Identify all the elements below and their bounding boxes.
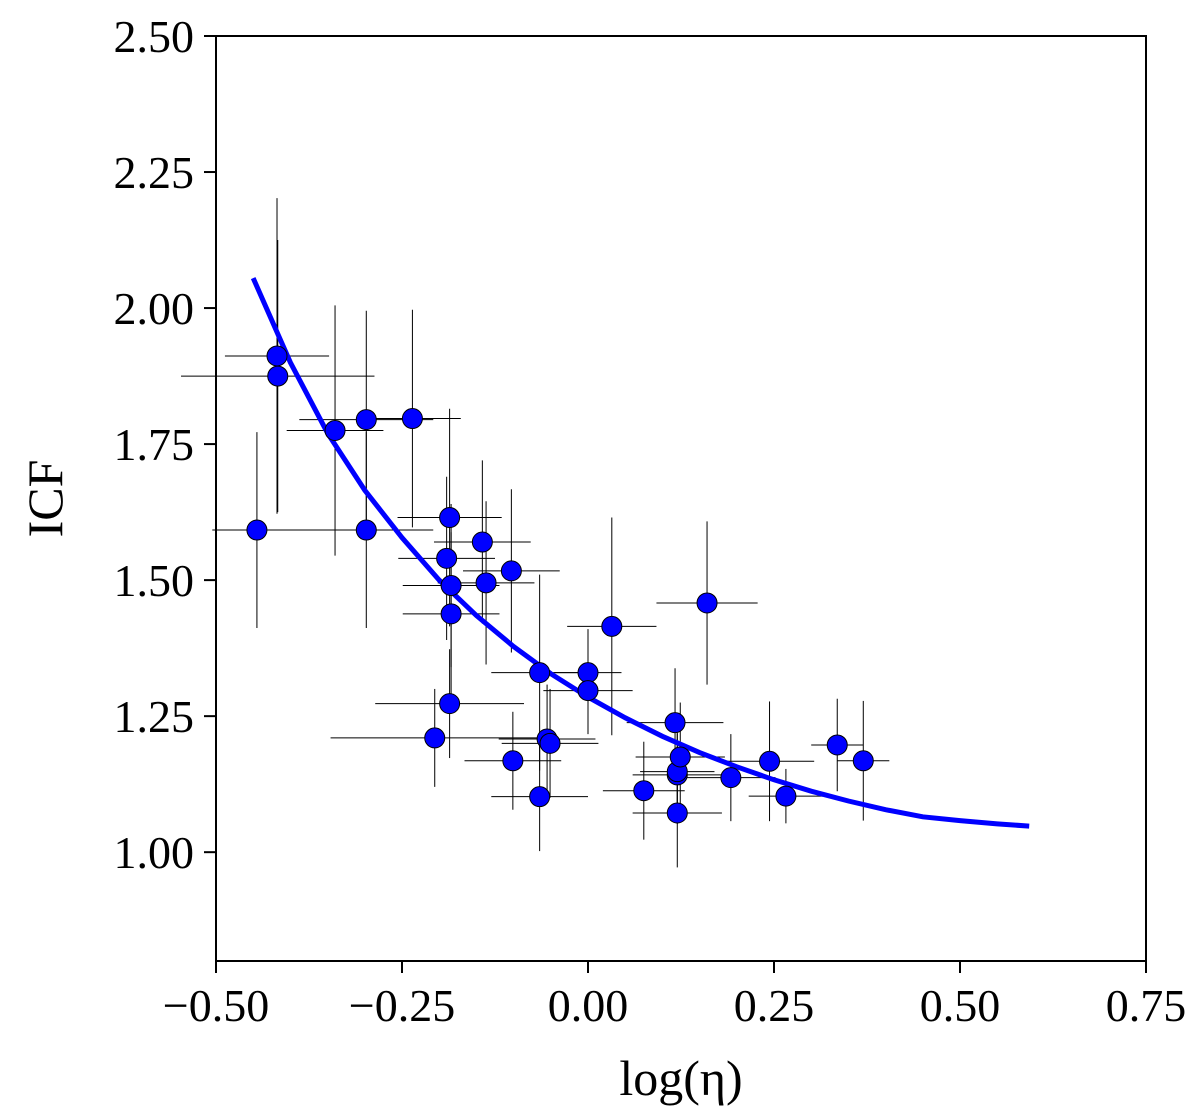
y-axis-label: ICF	[17, 460, 73, 538]
y-tick-label: 2.50	[114, 11, 195, 62]
data-point	[424, 727, 446, 749]
data-point	[529, 786, 551, 808]
y-tick-label: 2.25	[114, 147, 195, 198]
plot-frame	[215, 35, 1147, 962]
x-tick-label: −0.50	[163, 980, 269, 1031]
data-point	[759, 750, 781, 772]
data-point	[267, 365, 289, 387]
x-tick-label: 0.00	[548, 980, 629, 1031]
x-tick-label: −0.25	[349, 980, 455, 1031]
data-point	[601, 615, 623, 637]
x-axis-ticks: −0.50 −0.25 0.00 0.25 0.50 0.75	[163, 961, 1186, 1031]
fit-curve-layer	[250, 277, 1030, 829]
x-tick-label: 0.25	[734, 980, 815, 1031]
data-point	[355, 409, 377, 431]
data-point	[439, 507, 461, 529]
x-axis-label: log(η)	[619, 1050, 742, 1106]
data-point	[475, 572, 497, 594]
data-point	[666, 802, 688, 824]
data-point	[669, 746, 691, 768]
y-tick-label: 2.00	[114, 283, 195, 334]
y-tick-label: 1.50	[114, 555, 195, 606]
data-point	[246, 519, 268, 541]
data-point	[775, 785, 797, 807]
data-point	[539, 732, 561, 754]
data-point	[577, 680, 599, 702]
data-point	[500, 560, 522, 582]
data-point	[577, 662, 599, 684]
data-point	[355, 519, 377, 541]
data-point	[664, 712, 686, 734]
data-point	[696, 592, 718, 614]
y-tick-label: 1.00	[114, 827, 195, 878]
y-tick-label: 1.25	[114, 691, 195, 742]
data-point	[401, 408, 423, 430]
data-point	[440, 575, 462, 597]
data-point	[440, 603, 462, 625]
data-point	[852, 750, 874, 772]
data-point	[266, 345, 288, 367]
data-point	[826, 734, 848, 756]
error-bars-layer	[181, 198, 890, 868]
y-axis-ticks: 1.00 1.25 1.50 1.75 2.00 2.25 2.50	[114, 11, 216, 878]
x-tick-label: 0.50	[920, 980, 1001, 1031]
data-point	[529, 662, 551, 684]
data-point	[502, 750, 524, 772]
data-point	[436, 547, 458, 569]
data-point	[439, 693, 461, 715]
data-points-layer	[246, 345, 874, 824]
data-point	[720, 767, 742, 789]
data-point	[633, 780, 655, 802]
y-tick-label: 1.75	[114, 419, 195, 470]
data-point	[471, 531, 493, 553]
x-tick-label: 0.75	[1106, 980, 1187, 1031]
fit-curve	[250, 277, 1030, 829]
data-point	[324, 419, 346, 441]
